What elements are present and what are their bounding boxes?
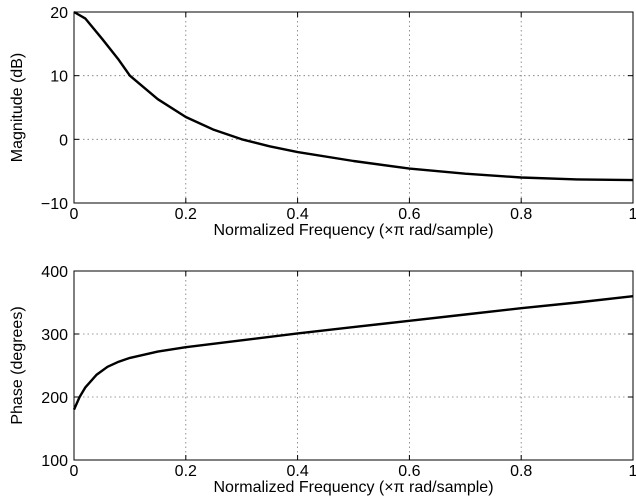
phase-y-axis-label: Phase (degrees) [9, 306, 26, 424]
magnitude-x-axis-label: Normalized Frequency (×π rad/sample) [213, 222, 493, 239]
phase-x-tick-label: 0.8 [510, 463, 532, 480]
magnitude-x-tick-label: 0 [70, 206, 79, 223]
magnitude-x-tick-label: 0.6 [398, 206, 420, 223]
magnitude-y-axis-label: Magnitude (dB) [9, 53, 26, 162]
phase-y-tick-label: 200 [41, 390, 68, 407]
phase-x-axis-label: Normalized Frequency (×π rad/sample) [213, 479, 493, 496]
phase-y-tick-label: 300 [41, 327, 68, 344]
magnitude-curve [73, 10, 634, 182]
phase-plot: 0 0.2 0.4 0.6 0.8 1 100 200 300 400 Normalized Fre… [9, 264, 636, 496]
magnitude-x-tick-label: 0.8 [510, 206, 532, 223]
phase-x-tick-label: 0.2 [175, 463, 197, 480]
phase-curve [72, 295, 634, 411]
magnitude-y-tick-label: 20 [50, 5, 68, 22]
phase-y-tick-label: 400 [41, 264, 68, 281]
magnitude-x-tick-label: 1 [629, 206, 636, 223]
magnitude-y-tick-label: −10 [41, 196, 68, 213]
phase-x-tick-label: 0.6 [398, 463, 420, 480]
phase-plot-frame [73, 270, 634, 461]
magnitude-y-tick-label: 10 [50, 69, 68, 86]
phase-x-tick-label: 0 [70, 463, 79, 480]
magnitude-x-tick-label: 0.2 [175, 206, 197, 223]
magnitude-x-tick-label: 0.4 [286, 206, 308, 223]
magnitude-plot-frame [73, 11, 634, 204]
magnitude-y-tick-label: 0 [59, 132, 68, 149]
phase-x-tick-label: 1 [629, 463, 636, 480]
phase-y-tick-label: 100 [41, 453, 68, 470]
phase-x-tick-label: 0.4 [286, 463, 308, 480]
